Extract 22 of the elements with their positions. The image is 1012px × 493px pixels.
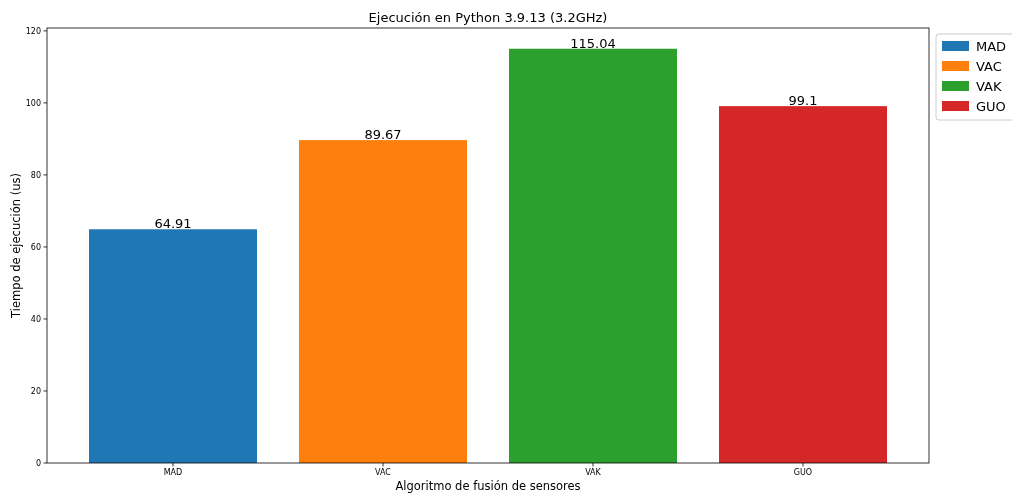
- legend-label: VAC: [976, 58, 1002, 74]
- legend-label: GUO: [976, 98, 1006, 114]
- y-tick-label: 80: [30, 170, 41, 180]
- legend-label: MAD: [976, 38, 1007, 54]
- x-axis-title: Algoritmo de fusión de sensores: [395, 479, 581, 493]
- y-tick-label: 0: [35, 458, 41, 468]
- y-tick-label: 60: [30, 242, 41, 252]
- x-tick-label: GUO: [793, 468, 813, 477]
- x-tick-label: MAD: [163, 468, 183, 477]
- data-label: 64.91: [154, 216, 192, 232]
- data-label: 89.67: [364, 127, 402, 143]
- y-tick-label: 40: [30, 314, 41, 324]
- legend-label: VAK: [976, 78, 1002, 94]
- y-axis-title: Tiempo de ejecución (us): [9, 173, 23, 319]
- x-tick-label: VAC: [375, 468, 392, 477]
- y-tick-label: 20: [30, 386, 41, 396]
- data-label: 99.1: [788, 93, 818, 109]
- x-tick-label: VAK: [585, 468, 602, 477]
- data-label: 115.04: [570, 35, 616, 51]
- y-tick-label: 120: [25, 26, 41, 36]
- chart-title: Ejecución en Python 3.9.13 (3.2GHz): [368, 10, 608, 25]
- y-tick-label: 100: [25, 98, 41, 108]
